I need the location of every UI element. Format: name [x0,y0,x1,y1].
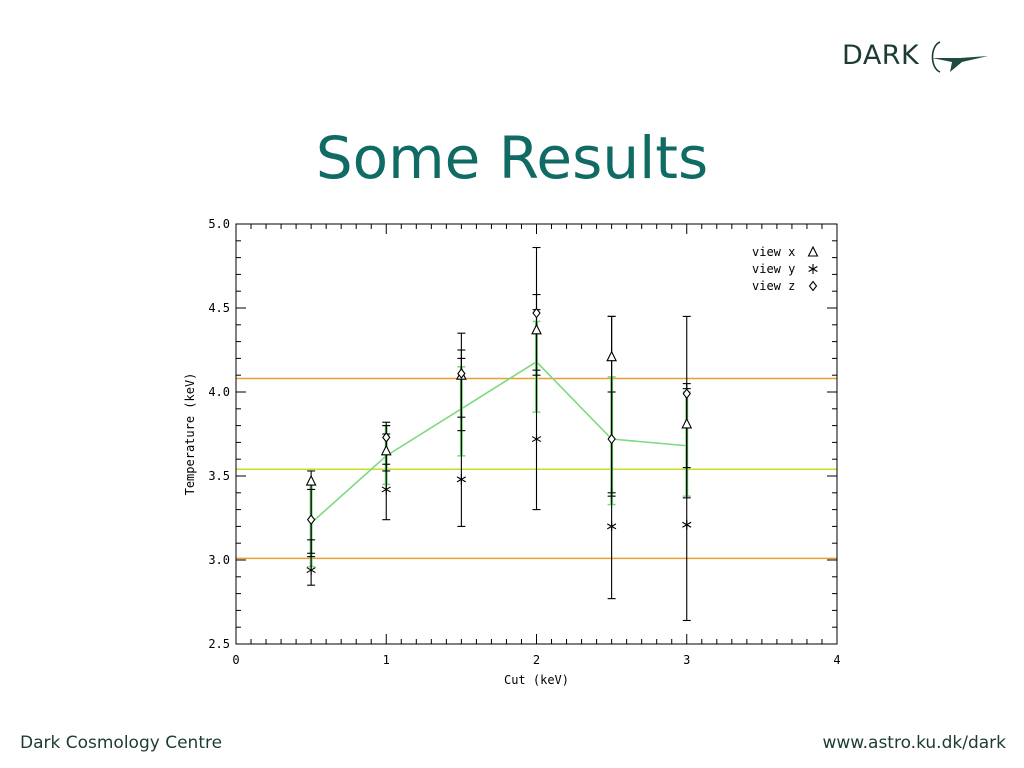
point-diamond [382,431,391,443]
y-tick-label: 3.0 [208,553,230,567]
asterisk-stroke [306,567,316,574]
point-asterisk [381,484,391,495]
chart: 0 1 2 3 4 2.5 3.0 3.5 4.0 4.5 5.0 Cut (keV) Temper… [170,210,860,700]
y-tick-label: 4.0 [208,385,230,399]
point-diamond [607,433,616,445]
legend-label: view y [752,262,795,276]
y-tick-label: 4.5 [208,301,230,315]
y-tick-label: 2.5 [208,637,230,651]
point-asterisk [607,521,617,532]
legend-marker-diamond [808,280,818,292]
y-axis-label: Temperature (keV) [183,373,197,496]
point-diamond [306,514,316,526]
x-tick-label: 1 [383,653,390,667]
logo-text: DARK [842,40,920,71]
point-asterisk [306,565,316,576]
legend: view x view y view z [752,245,819,293]
x-axis-label: Cut (keV) [504,673,569,687]
point-diamond [682,388,691,400]
point-asterisk [456,474,466,485]
chart-svg: 0 1 2 3 4 2.5 3.0 3.5 4.0 4.5 5.0 Cut (keV) Temper… [183,217,841,687]
asterisk-stroke [607,523,617,530]
tick-labels: 0 1 2 3 4 2.5 3.0 3.5 4.0 4.5 5.0 [208,217,840,667]
point-diamond [457,368,466,379]
point-diamond [532,307,541,319]
axis-ticks [235,223,838,645]
point-triangle [380,444,392,456]
point-asterisk [682,519,692,530]
legend-label: view x [752,245,795,259]
asterisk-stroke [682,521,692,528]
page-title: Some Results [315,124,709,192]
x-tick-label: 0 [232,653,239,667]
point-triangle [531,323,542,335]
y-tick-label: 3.5 [208,469,230,483]
x-tick-label: 4 [833,653,840,667]
legend-label: view z [752,279,795,293]
y-tick-label: 5.0 [208,217,230,231]
asterisk-stroke [456,476,466,483]
point-asterisk [531,434,542,445]
data-markers [305,307,693,576]
dark-logo-mark-icon [931,41,988,73]
legend-marker-triangle [807,245,819,257]
footer-url[interactable]: www.astro.ku.dk/dark [822,733,1006,753]
x-tick-label: 3 [683,653,690,667]
x-tick-label: 2 [533,653,540,667]
footer-organization: Dark Cosmology Centre [20,733,223,753]
mean-line [310,360,687,524]
point-triangle [606,350,618,362]
point-triangle [681,417,693,429]
asterisk-stroke [381,486,391,493]
asterisk-stroke [531,436,542,443]
dark-logo: DARK [842,38,992,78]
legend-marker-asterisk [808,264,818,274]
point-triangle [305,474,317,486]
mean-series [307,320,691,568]
asterisk-stroke [808,266,818,272]
error-bars [307,246,691,622]
